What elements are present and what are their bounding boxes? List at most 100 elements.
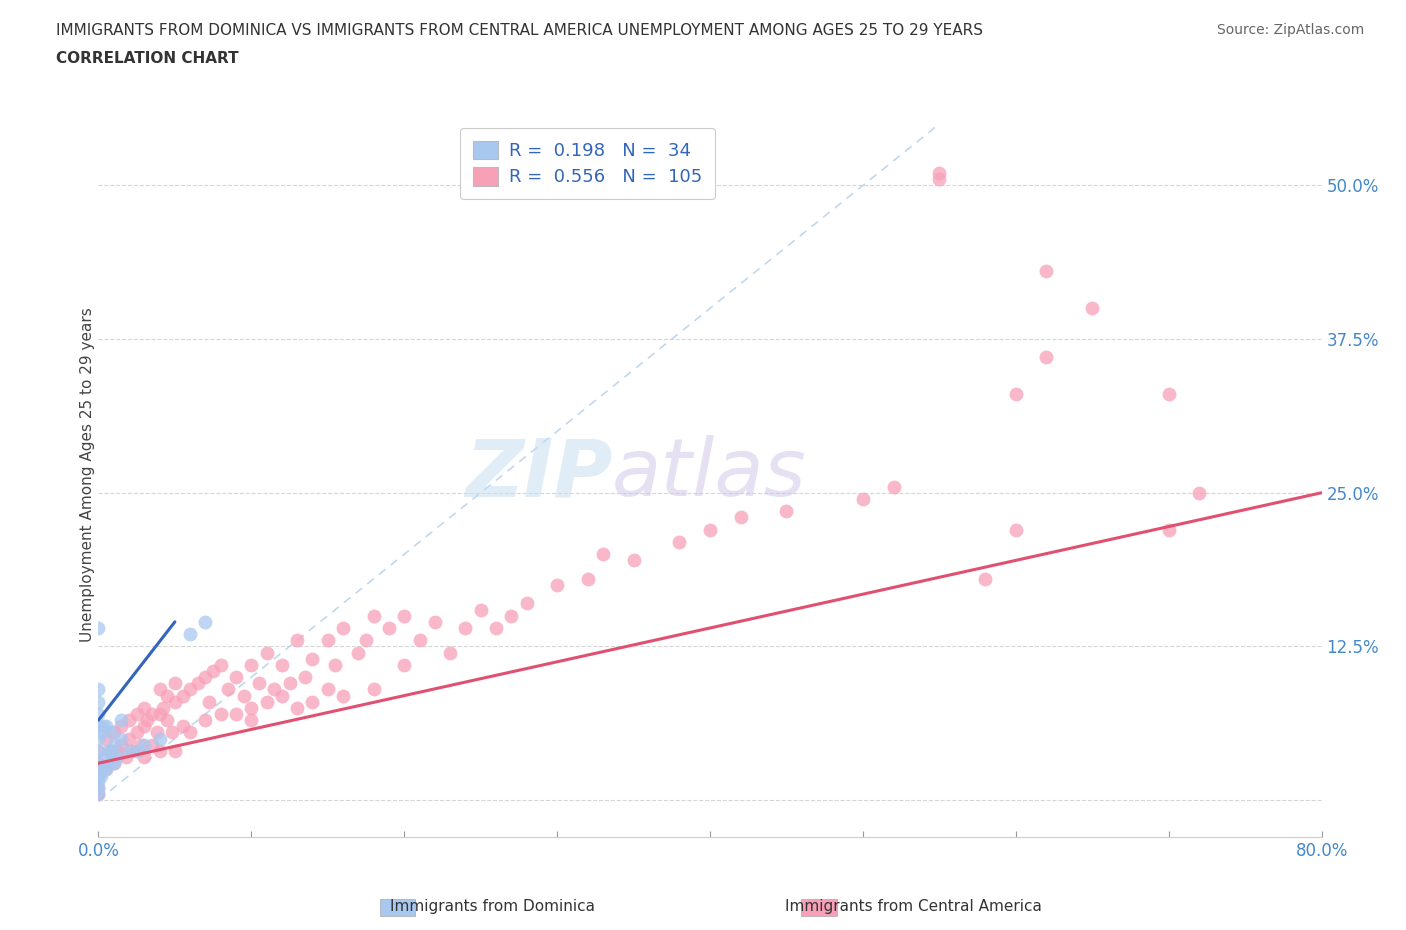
Point <box>172 719 194 734</box>
Point <box>516 596 538 611</box>
Point <box>134 719 156 734</box>
Point <box>125 707 148 722</box>
Text: Source: ZipAtlas.com: Source: ZipAtlas.com <box>1216 23 1364 37</box>
Point <box>439 645 461 660</box>
Point <box>105 750 128 764</box>
Point <box>103 737 125 752</box>
Point <box>1004 522 1026 537</box>
Point <box>1035 264 1057 279</box>
Point <box>110 737 132 752</box>
Point <box>156 712 179 727</box>
Point <box>98 756 121 771</box>
Point <box>316 682 339 697</box>
Point <box>136 712 159 727</box>
Point <box>217 682 239 697</box>
Point <box>240 712 263 727</box>
Point <box>194 615 217 630</box>
Point <box>87 707 110 722</box>
Point <box>1081 301 1104 316</box>
Point <box>87 768 110 783</box>
Text: IMMIGRANTS FROM DOMINICA VS IMMIGRANTS FROM CENTRAL AMERICA UNEMPLOYMENT AMONG A: IMMIGRANTS FROM DOMINICA VS IMMIGRANTS F… <box>56 23 983 38</box>
Point <box>100 743 122 758</box>
Y-axis label: Unemployment Among Ages 25 to 29 years: Unemployment Among Ages 25 to 29 years <box>80 307 94 642</box>
Point <box>94 762 117 777</box>
Point <box>301 695 323 710</box>
Point <box>285 700 308 715</box>
Point <box>623 553 645 568</box>
Point <box>87 775 110 790</box>
Point <box>179 627 201 642</box>
Point <box>94 731 117 746</box>
Point <box>240 658 263 672</box>
Point <box>115 750 138 764</box>
Point <box>118 712 141 727</box>
Point <box>94 719 117 734</box>
Point <box>121 743 143 758</box>
Point <box>285 632 308 647</box>
Point <box>316 632 339 647</box>
Point <box>197 695 219 710</box>
Point <box>179 725 201 740</box>
Point <box>87 682 110 697</box>
Point <box>928 172 950 187</box>
Point <box>194 712 217 727</box>
Point <box>94 762 117 777</box>
Point <box>90 725 112 740</box>
Point <box>363 682 385 697</box>
Text: ZIP: ZIP <box>465 435 612 513</box>
Point <box>928 166 950 180</box>
Point <box>100 725 122 740</box>
Text: Immigrants from Dominica: Immigrants from Dominica <box>389 899 595 914</box>
Point <box>232 688 254 703</box>
Point <box>87 780 110 795</box>
Point <box>134 737 156 752</box>
Point <box>90 768 112 783</box>
Point <box>1157 387 1180 402</box>
Point <box>408 632 430 647</box>
Point <box>87 756 110 771</box>
Point <box>325 658 347 672</box>
Point <box>270 658 292 672</box>
Point <box>187 676 209 691</box>
Legend: R =  0.198   N =  34, R =  0.556   N =  105: R = 0.198 N = 34, R = 0.556 N = 105 <box>460 128 716 199</box>
Text: atlas: atlas <box>612 435 807 513</box>
Point <box>576 571 599 586</box>
Point <box>1035 350 1057 365</box>
Point <box>225 707 247 722</box>
Point <box>87 743 110 758</box>
Point <box>1004 387 1026 402</box>
Point <box>179 682 201 697</box>
Point <box>378 620 401 635</box>
Point <box>256 645 278 660</box>
Point <box>240 700 263 715</box>
Point <box>91 762 114 777</box>
Point <box>87 743 110 758</box>
Point <box>141 707 163 722</box>
Point <box>93 750 115 764</box>
Point <box>87 787 110 802</box>
Point <box>149 743 172 758</box>
Point <box>87 719 110 734</box>
Point <box>100 743 122 758</box>
Point <box>134 700 156 715</box>
Point <box>87 731 110 746</box>
Point <box>354 632 377 647</box>
Point <box>129 737 152 752</box>
Point <box>149 731 172 746</box>
Point <box>209 707 232 722</box>
Point <box>103 725 125 740</box>
Point <box>775 504 797 519</box>
Point <box>301 651 323 666</box>
Point <box>699 522 721 537</box>
Point <box>1188 485 1211 500</box>
Point <box>87 620 110 635</box>
Point <box>110 731 132 746</box>
Point <box>134 750 156 764</box>
Point <box>125 743 148 758</box>
Point <box>263 682 285 697</box>
Point <box>160 725 183 740</box>
Point <box>163 695 186 710</box>
Point <box>152 700 174 715</box>
Point <box>145 725 167 740</box>
Point <box>97 743 120 758</box>
